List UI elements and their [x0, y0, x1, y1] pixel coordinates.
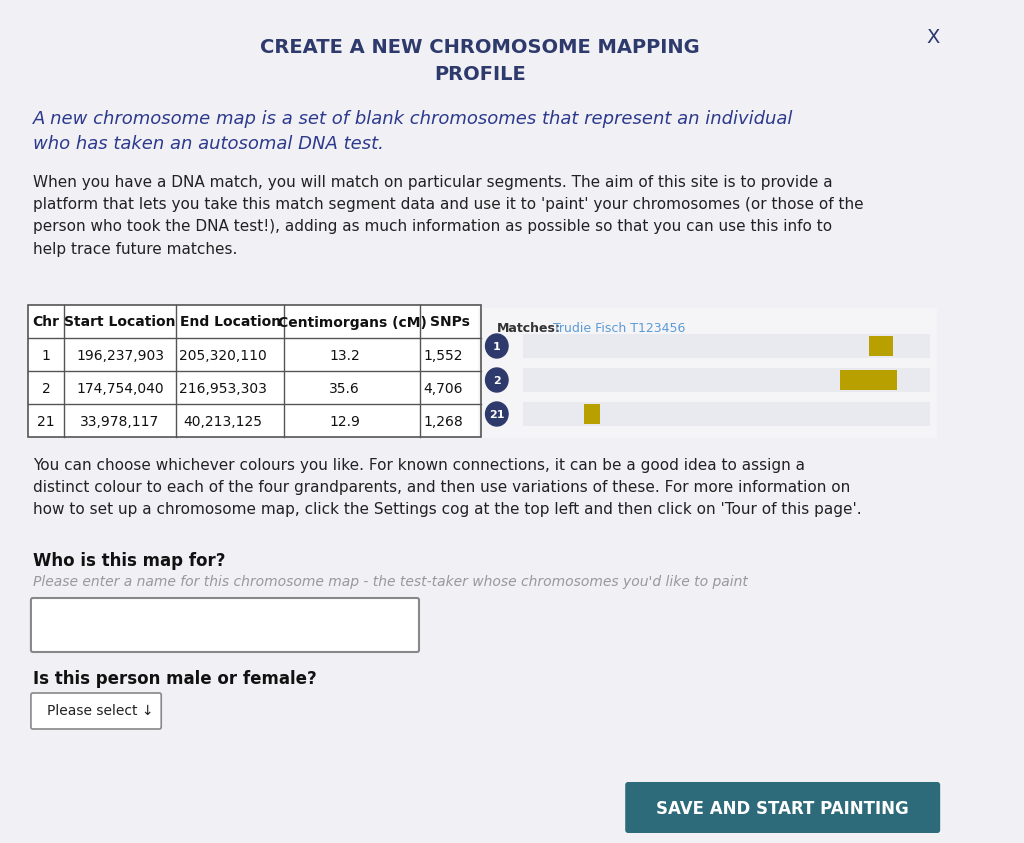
Text: 2: 2: [42, 382, 50, 395]
Bar: [28, 404, 481, 437]
FancyBboxPatch shape: [31, 693, 161, 729]
Circle shape: [485, 368, 508, 392]
Text: 33,978,117: 33,978,117: [80, 415, 160, 428]
Text: Please select ↓: Please select ↓: [47, 704, 154, 718]
Bar: [584, 404, 600, 424]
Text: End Location: End Location: [179, 315, 281, 330]
Circle shape: [485, 402, 508, 426]
Text: 196,237,903: 196,237,903: [76, 348, 164, 362]
Text: SAVE AND START PAINTING: SAVE AND START PAINTING: [656, 799, 909, 818]
Circle shape: [485, 334, 508, 358]
Text: 13.2: 13.2: [329, 348, 359, 362]
Text: Trudie Fisch T123456: Trudie Fisch T123456: [553, 322, 685, 335]
Text: 1,268: 1,268: [423, 415, 463, 428]
Text: Centimorgans (cM): Centimorgans (cM): [278, 315, 426, 330]
Text: 4,706: 4,706: [423, 382, 463, 395]
Text: When you have a DNA match, you will match on particular segments. The aim of thi: When you have a DNA match, you will matc…: [33, 175, 863, 256]
Text: Matches:: Matches:: [497, 322, 561, 335]
Text: You can choose whichever colours you like. For known connections, it can be a go: You can choose whichever colours you lik…: [33, 458, 861, 518]
Text: 174,754,040: 174,754,040: [76, 382, 164, 395]
Text: Start Location: Start Location: [65, 315, 176, 330]
Bar: [478, 308, 937, 438]
Text: 1,552: 1,552: [423, 348, 463, 362]
FancyBboxPatch shape: [31, 598, 419, 652]
Text: CREATE A NEW CHROMOSOME MAPPING
PROFILE: CREATE A NEW CHROMOSOME MAPPING PROFILE: [260, 38, 699, 83]
Text: 21: 21: [489, 410, 505, 420]
Bar: [28, 305, 481, 437]
Text: 216,953,303: 216,953,303: [178, 382, 266, 395]
Text: 40,213,125: 40,213,125: [183, 415, 262, 428]
Bar: [523, 368, 930, 392]
Bar: [523, 334, 930, 358]
Bar: [841, 370, 897, 390]
Text: 1: 1: [42, 348, 50, 362]
Text: 2: 2: [493, 376, 501, 386]
Bar: [28, 371, 481, 404]
Text: 12.9: 12.9: [329, 415, 359, 428]
Text: A new chromosome map is a set of blank chromosomes that represent an individual
: A new chromosome map is a set of blank c…: [33, 110, 794, 153]
Text: Chr: Chr: [33, 315, 59, 330]
Text: 21: 21: [37, 415, 54, 428]
Text: Who is this map for?: Who is this map for?: [33, 552, 225, 570]
Text: 205,320,110: 205,320,110: [179, 348, 266, 362]
Bar: [523, 402, 930, 426]
Text: SNPs: SNPs: [430, 315, 470, 330]
Text: Is this person male or female?: Is this person male or female?: [33, 670, 316, 688]
Text: 1: 1: [493, 342, 501, 352]
FancyBboxPatch shape: [626, 782, 940, 833]
Text: X: X: [926, 28, 939, 47]
Text: Please enter a name for this chromosome map - the test-taker whose chromosomes y: Please enter a name for this chromosome …: [33, 575, 748, 589]
Bar: [868, 336, 893, 356]
Bar: [28, 305, 481, 338]
Text: 35.6: 35.6: [329, 382, 359, 395]
Bar: [28, 338, 481, 371]
